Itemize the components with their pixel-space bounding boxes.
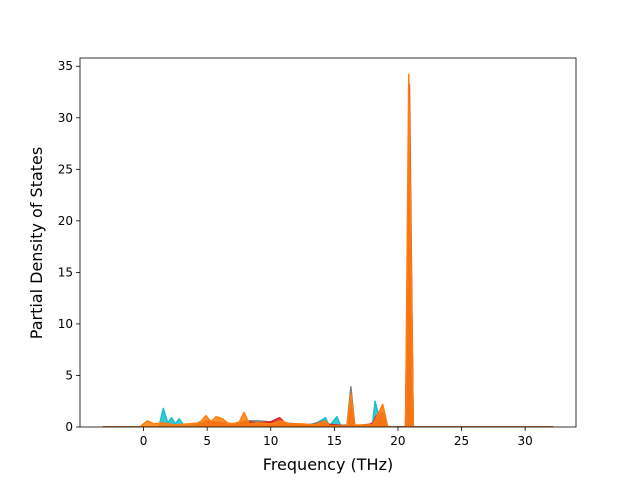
y-tick-label: 35 xyxy=(58,59,73,73)
plot-frame xyxy=(79,57,577,428)
x-axis-label: Frequency (THz) xyxy=(263,455,393,474)
series-line-1 xyxy=(102,292,554,427)
y-tick-label: 15 xyxy=(58,265,73,279)
series-line-4 xyxy=(102,73,554,427)
series-layer xyxy=(102,73,554,427)
y-tick-label: 30 xyxy=(58,111,73,125)
series-area-4 xyxy=(102,74,554,427)
x-tick-label: 0 xyxy=(140,434,148,448)
x-tick-label: 5 xyxy=(203,434,211,448)
series-area-3 xyxy=(102,84,554,427)
y-tick-label: 10 xyxy=(58,317,73,331)
series-line-2 xyxy=(102,117,554,427)
x-tick-label: 20 xyxy=(390,434,405,448)
x-tick-label: 10 xyxy=(263,434,278,448)
y-tick-label: 25 xyxy=(58,162,73,176)
axes-layer: 0 5 10 15 20 25 30 0 5 10 15 20 25 30 35 xyxy=(58,57,577,448)
x-tick-label: 30 xyxy=(517,434,532,448)
x-tick-label: 15 xyxy=(327,434,342,448)
y-tick-label: 0 xyxy=(65,420,73,434)
x-tick-label: 25 xyxy=(454,434,469,448)
y-axis-label: Partial Density of States xyxy=(27,147,46,339)
series-line-3 xyxy=(102,84,554,427)
series-area-1 xyxy=(102,293,554,427)
y-tick-label: 20 xyxy=(58,214,73,228)
series-area-2 xyxy=(102,117,554,427)
y-tick-label: 5 xyxy=(65,368,73,382)
